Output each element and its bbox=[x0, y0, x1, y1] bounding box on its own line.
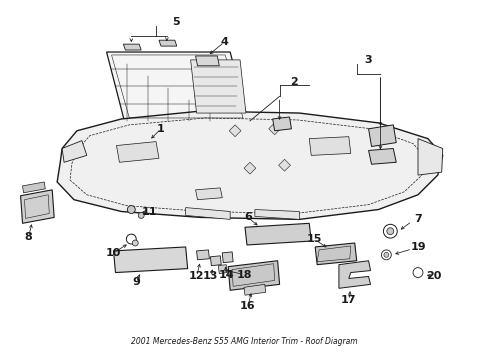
Text: 12: 12 bbox=[188, 271, 204, 282]
Polygon shape bbox=[159, 40, 177, 46]
Polygon shape bbox=[20, 190, 54, 223]
Text: 3: 3 bbox=[364, 55, 372, 65]
Polygon shape bbox=[62, 141, 87, 162]
Polygon shape bbox=[244, 284, 265, 295]
Polygon shape bbox=[116, 141, 159, 162]
Circle shape bbox=[383, 252, 388, 257]
Polygon shape bbox=[57, 111, 442, 219]
Polygon shape bbox=[268, 123, 280, 135]
Polygon shape bbox=[123, 44, 141, 50]
Polygon shape bbox=[368, 148, 395, 164]
Polygon shape bbox=[278, 159, 290, 171]
Text: 20: 20 bbox=[425, 271, 441, 282]
Polygon shape bbox=[113, 247, 187, 273]
Polygon shape bbox=[272, 117, 291, 131]
Polygon shape bbox=[308, 137, 350, 156]
Circle shape bbox=[127, 206, 135, 213]
Polygon shape bbox=[254, 210, 299, 219]
Polygon shape bbox=[417, 139, 442, 175]
Polygon shape bbox=[244, 223, 310, 245]
Text: 18: 18 bbox=[236, 270, 251, 279]
Polygon shape bbox=[196, 250, 209, 260]
Text: 6: 6 bbox=[244, 212, 251, 222]
Polygon shape bbox=[368, 125, 395, 147]
Polygon shape bbox=[244, 162, 255, 174]
Text: 16: 16 bbox=[240, 301, 255, 311]
Text: 8: 8 bbox=[24, 232, 32, 242]
Polygon shape bbox=[218, 265, 227, 274]
Circle shape bbox=[386, 228, 393, 235]
Text: 11: 11 bbox=[141, 207, 157, 216]
Polygon shape bbox=[185, 208, 230, 219]
Polygon shape bbox=[229, 125, 241, 137]
Polygon shape bbox=[106, 52, 247, 121]
Text: 9: 9 bbox=[132, 278, 140, 287]
Text: 13: 13 bbox=[203, 271, 218, 282]
Polygon shape bbox=[222, 252, 233, 263]
Polygon shape bbox=[195, 188, 222, 200]
Text: 2: 2 bbox=[290, 77, 298, 86]
Polygon shape bbox=[228, 261, 279, 290]
Text: 14: 14 bbox=[218, 270, 234, 279]
Text: 4: 4 bbox=[220, 37, 228, 47]
Text: 10: 10 bbox=[105, 248, 121, 258]
Text: 2001 Mercedes-Benz S55 AMG Interior Trim - Roof Diagram: 2001 Mercedes-Benz S55 AMG Interior Trim… bbox=[130, 337, 357, 346]
Polygon shape bbox=[190, 60, 245, 113]
Text: 7: 7 bbox=[413, 215, 421, 224]
Text: 5: 5 bbox=[172, 18, 179, 27]
Polygon shape bbox=[315, 243, 356, 265]
Text: 15: 15 bbox=[306, 234, 321, 244]
Text: 19: 19 bbox=[409, 242, 425, 252]
Circle shape bbox=[132, 240, 138, 246]
Circle shape bbox=[138, 212, 144, 219]
Polygon shape bbox=[195, 56, 219, 66]
Polygon shape bbox=[338, 261, 370, 288]
Polygon shape bbox=[22, 182, 45, 193]
Text: 1: 1 bbox=[157, 124, 164, 134]
Text: 17: 17 bbox=[340, 295, 356, 305]
Polygon shape bbox=[210, 256, 221, 266]
